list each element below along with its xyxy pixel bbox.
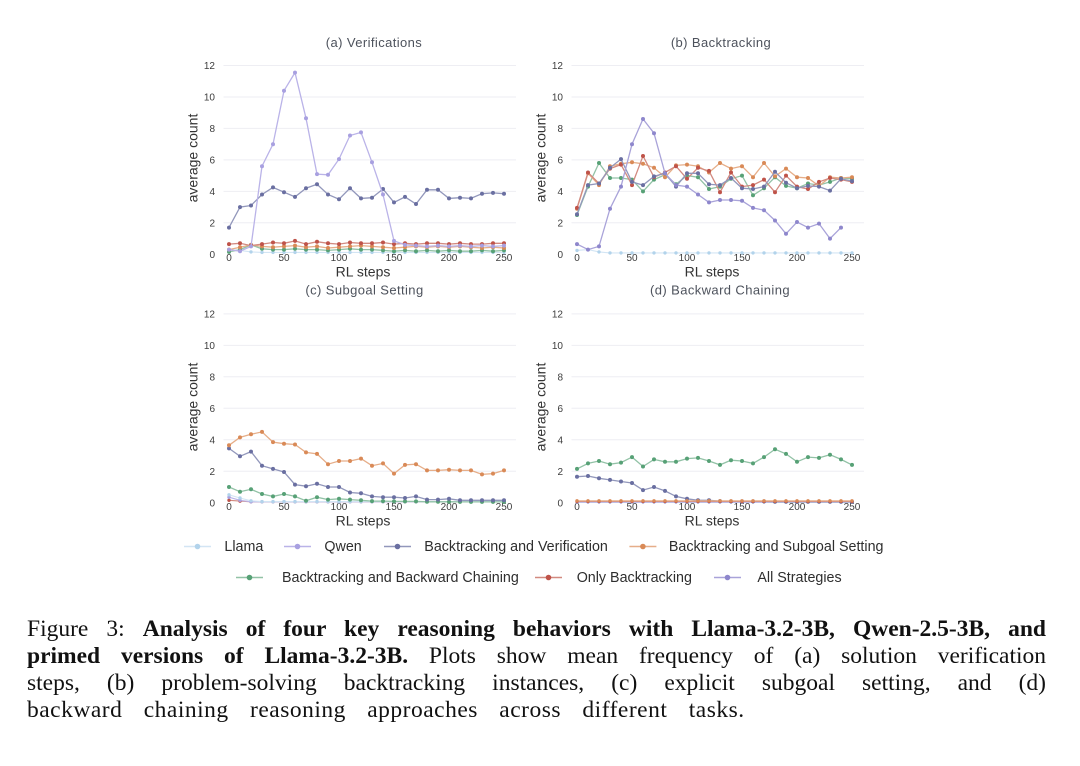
svg-text:12: 12 — [204, 61, 216, 72]
svg-text:0: 0 — [226, 502, 232, 513]
svg-text:0: 0 — [209, 250, 215, 261]
svg-text:250: 250 — [496, 253, 513, 264]
svg-text:50: 50 — [626, 253, 638, 264]
svg-text:10: 10 — [552, 341, 564, 352]
svg-text:Backtracking and Subgoal Setti: Backtracking and Subgoal Setting — [669, 539, 884, 555]
svg-text:6: 6 — [209, 156, 215, 167]
svg-text:2: 2 — [557, 218, 563, 229]
svg-text:200: 200 — [441, 502, 458, 513]
svg-text:250: 250 — [844, 502, 861, 513]
svg-text:average count: average count — [533, 363, 549, 452]
svg-text:12: 12 — [204, 310, 216, 321]
svg-text:Qwen: Qwen — [324, 539, 361, 555]
svg-text:All Strategies: All Strategies — [757, 570, 841, 586]
svg-text:12: 12 — [552, 61, 564, 72]
svg-text:6: 6 — [557, 404, 563, 415]
svg-text:0: 0 — [557, 498, 563, 509]
svg-text:RL steps: RL steps — [685, 264, 740, 280]
svg-text:(d) Backward Chaining: (d) Backward Chaining — [650, 283, 790, 298]
svg-text:100: 100 — [331, 253, 348, 264]
svg-text:50: 50 — [278, 253, 290, 264]
svg-text:4: 4 — [209, 187, 215, 198]
svg-text:10: 10 — [204, 341, 216, 352]
svg-text:0: 0 — [209, 498, 215, 509]
svg-text:50: 50 — [278, 502, 290, 513]
svg-text:8: 8 — [557, 372, 563, 383]
svg-text:4: 4 — [209, 435, 215, 446]
svg-text:average count: average count — [533, 114, 549, 203]
svg-text:Backtracking and Verification: Backtracking and Verification — [424, 539, 608, 555]
svg-text:8: 8 — [557, 124, 563, 135]
svg-text:6: 6 — [557, 156, 563, 167]
svg-text:150: 150 — [386, 253, 403, 264]
svg-text:100: 100 — [679, 502, 696, 513]
svg-text:100: 100 — [331, 502, 348, 513]
svg-text:8: 8 — [209, 124, 215, 135]
svg-text:2: 2 — [209, 218, 215, 229]
svg-text:Backtracking and Backward Chai: Backtracking and Backward Chaining — [282, 570, 519, 586]
svg-text:150: 150 — [734, 253, 751, 264]
svg-text:0: 0 — [574, 253, 580, 264]
svg-text:Llama: Llama — [224, 539, 263, 555]
svg-text:2: 2 — [209, 467, 215, 478]
svg-text:(a) Verifications: (a) Verifications — [326, 35, 422, 50]
svg-text:0: 0 — [574, 502, 580, 513]
svg-text:(c) Subgoal Setting: (c) Subgoal Setting — [305, 283, 423, 298]
svg-text:100: 100 — [679, 253, 696, 264]
svg-text:2: 2 — [557, 467, 563, 478]
svg-text:0: 0 — [557, 250, 563, 261]
svg-text:50: 50 — [626, 502, 638, 513]
svg-text:RL steps: RL steps — [336, 513, 391, 529]
svg-text:0: 0 — [226, 253, 232, 264]
svg-text:(b) Backtracking: (b) Backtracking — [671, 35, 771, 50]
svg-text:10: 10 — [204, 93, 216, 104]
svg-text:RL steps: RL steps — [336, 264, 391, 280]
svg-text:RL steps: RL steps — [685, 513, 740, 529]
svg-text:12: 12 — [552, 310, 564, 321]
svg-text:250: 250 — [844, 253, 861, 264]
svg-text:4: 4 — [557, 187, 563, 198]
svg-text:8: 8 — [209, 372, 215, 383]
svg-text:200: 200 — [789, 502, 806, 513]
svg-text:10: 10 — [552, 93, 564, 104]
svg-text:150: 150 — [386, 502, 403, 513]
svg-text:200: 200 — [789, 253, 806, 264]
svg-text:150: 150 — [734, 502, 751, 513]
svg-text:250: 250 — [496, 502, 513, 513]
svg-text:Only Backtracking: Only Backtracking — [577, 570, 692, 586]
svg-text:200: 200 — [441, 253, 458, 264]
svg-text:6: 6 — [209, 404, 215, 415]
svg-text:4: 4 — [557, 435, 563, 446]
svg-text:average count: average count — [185, 363, 201, 452]
svg-text:average count: average count — [185, 114, 201, 203]
